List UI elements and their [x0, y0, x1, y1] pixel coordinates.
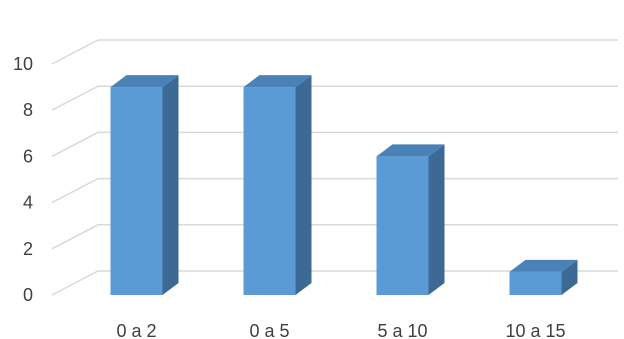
gridline [51, 224, 618, 250]
bar-side [162, 75, 179, 295]
gridline [51, 177, 618, 204]
gridlines [51, 39, 618, 296]
y-tick-label: 6 [23, 146, 33, 166]
gridline [51, 85, 618, 111]
gridline [51, 39, 618, 65]
bar-side [428, 144, 445, 295]
y-tick-label: 10 [13, 54, 33, 74]
bar-top [509, 259, 578, 272]
bar [376, 144, 445, 295]
y-tick-label: 4 [23, 193, 33, 213]
bar-front [243, 87, 296, 295]
x-axis-labels: 0 a 2 0 a 5 5 a 10 10 a 15 [116, 321, 565, 339]
bar-top [110, 75, 179, 88]
bar-side [295, 75, 312, 295]
bar-front [110, 87, 163, 295]
bar-top [376, 144, 445, 157]
gridline [51, 270, 618, 296]
bar-front [376, 156, 429, 295]
x-category-label: 0 a 5 [249, 321, 289, 339]
gridline [51, 131, 618, 158]
bar-side [561, 259, 578, 295]
bar-top [243, 75, 312, 88]
y-tick-label: 0 [23, 285, 33, 305]
y-tick-label: 8 [23, 100, 33, 120]
bar [509, 259, 578, 295]
bar [243, 75, 312, 295]
bar [110, 75, 179, 295]
x-category-label: 0 a 2 [116, 321, 156, 339]
bars [110, 75, 578, 295]
x-category-label: 5 a 10 [377, 321, 427, 339]
y-axis-ticks: 0 2 4 6 8 10 [13, 54, 33, 305]
bar-front [509, 271, 562, 295]
x-category-label: 10 a 15 [505, 321, 565, 339]
y-tick-label: 2 [23, 239, 33, 259]
